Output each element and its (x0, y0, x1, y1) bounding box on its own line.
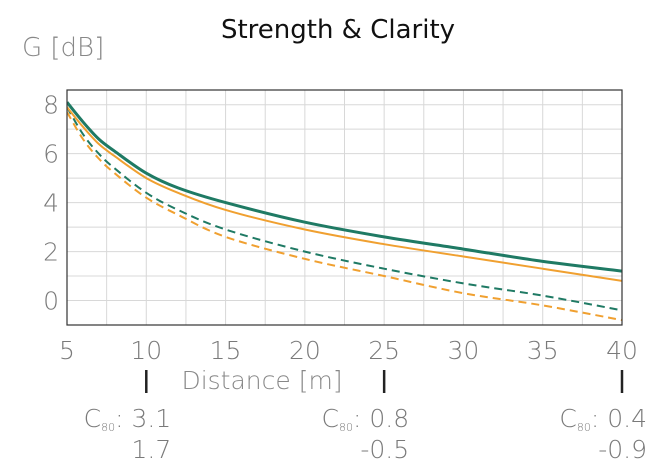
y-tick-label: 4 (43, 189, 59, 218)
c80-subscript: 80 (339, 421, 353, 434)
series-line-dashed-orange (67, 111, 622, 322)
chart-title: Strength & Clarity (221, 15, 455, 45)
c80-subscript: 80 (577, 421, 591, 434)
c80-symbol: C (322, 404, 339, 433)
x-ticks: 5 10 15 20 25 30 35 40 (59, 336, 638, 365)
series-line-solid-green (67, 101, 622, 273)
c80-label: C80: 3.1 (84, 404, 172, 434)
series-line-solid-orange (67, 106, 622, 282)
y-tick-label: 8 (43, 91, 59, 120)
y-ticks: 0 2 4 6 8 (43, 91, 59, 316)
c80-value-primary: : 0.4 (591, 404, 647, 433)
y-tick-label: 2 (43, 238, 59, 267)
y-tick-label: 0 (43, 287, 59, 316)
series-line-dashed-green (67, 106, 622, 312)
c80-value-secondary: -0.9 (598, 435, 647, 464)
c80-symbol: C (84, 404, 101, 433)
x-tick-label: 5 (59, 336, 75, 365)
x-tick-label: 15 (210, 336, 242, 365)
c80-symbol: C (559, 404, 576, 433)
series-group (67, 101, 622, 322)
y-axis-label: G [dB] (22, 33, 104, 63)
grid (66, 90, 623, 326)
c80-value-secondary: 1.7 (132, 435, 172, 464)
x-tick-label: 10 (130, 336, 162, 365)
y-tick-label: 6 (43, 140, 59, 169)
c80-value-secondary: -0.5 (360, 435, 409, 464)
x-tick-label: 20 (289, 336, 321, 365)
x-tick-label: 35 (527, 336, 559, 365)
c80-subscript: 80 (101, 421, 115, 434)
c80-value-primary: : 0.8 (353, 404, 409, 433)
x-tick-label: 40 (606, 336, 638, 365)
x-tick-label: 30 (448, 336, 480, 365)
plot-frame (66, 89, 623, 326)
c80-label: C80: 0.4 (559, 404, 647, 434)
c80-label: C80: 0.8 (322, 404, 410, 434)
c80-value-primary: : 3.1 (115, 404, 171, 433)
x-tick-label: 25 (368, 336, 400, 365)
x-axis-label: Distance [m] (181, 366, 342, 395)
